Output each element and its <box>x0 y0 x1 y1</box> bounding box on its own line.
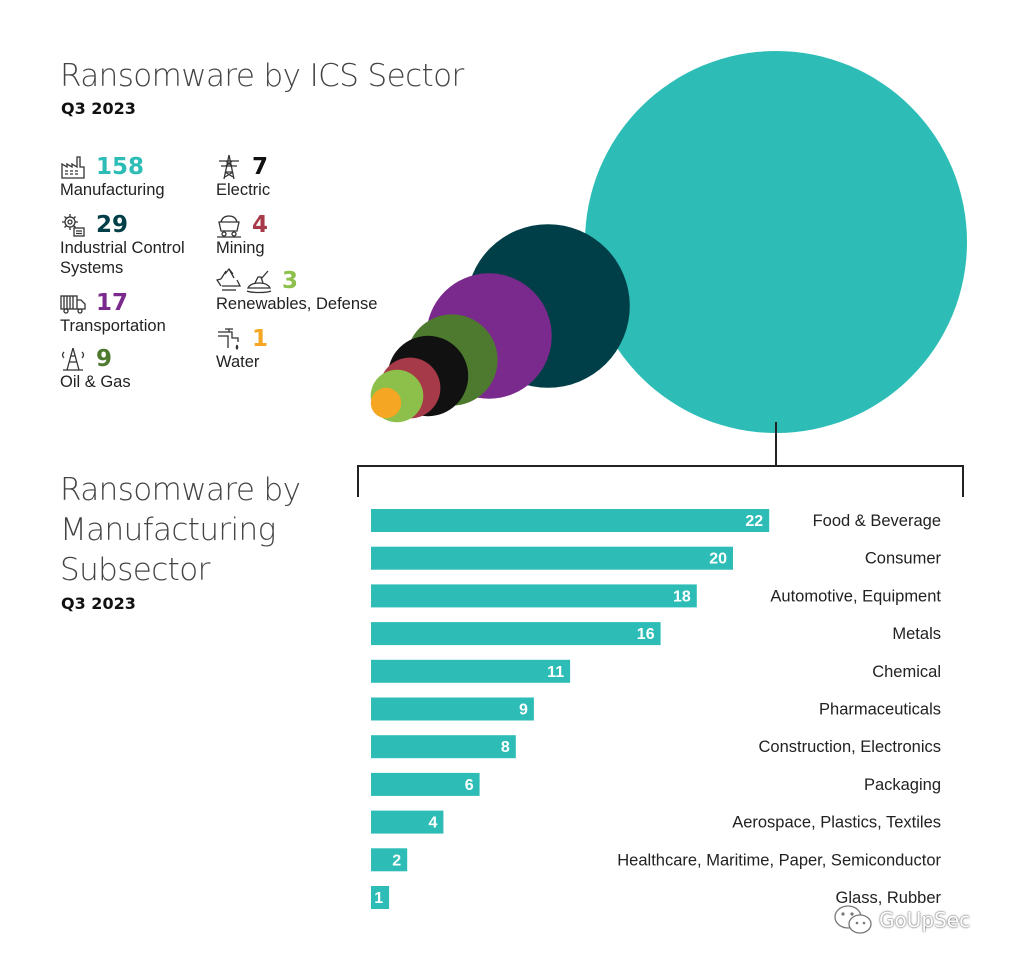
bubble-manufacturing <box>585 51 967 433</box>
bar-packaging <box>371 772 480 796</box>
bar-value-label: 9 <box>519 702 528 719</box>
subsector-chart-title: Ransomware by Manufacturing Subsector <box>60 470 301 590</box>
subsector-title-line: Ransomware by <box>60 472 301 508</box>
sector-label-line2: Systems <box>60 259 124 277</box>
sector-water: 1 Water <box>216 326 366 372</box>
sector-value: 7 <box>252 154 269 180</box>
sector-value: 158 <box>96 154 145 180</box>
bar-value-label: 20 <box>709 551 727 568</box>
sector-label: Water <box>216 353 260 371</box>
sector-electric: 7 Electric <box>216 154 366 200</box>
manufacturing-bracket <box>357 422 964 497</box>
subsector-title-line: Manufacturing <box>60 512 276 548</box>
bar-category-label: Aerospace, Plastics, Textiles <box>732 814 941 832</box>
mine-cart-icon <box>217 215 241 238</box>
power-tower-icon <box>219 154 239 180</box>
chat-bubbles-icon <box>834 905 872 934</box>
sector-value: 17 <box>96 290 129 316</box>
sector-oil-gas: 9 Oil & Gas <box>60 346 210 392</box>
faucet-icon <box>218 328 239 350</box>
bar-value-label: 16 <box>637 626 655 643</box>
bar-category-label: Automotive, Equipment <box>770 587 941 605</box>
bar-category-label: Healthcare, Maritime, Paper, Semiconduct… <box>617 851 941 869</box>
control-gear-icon <box>62 214 85 237</box>
bar-construction-electronics <box>371 735 516 759</box>
sector-transportation: 17 Transportation <box>60 290 210 336</box>
bar-value-label: 2 <box>392 852 401 869</box>
sector-value: 29 <box>96 212 129 238</box>
bar-value-label: 22 <box>745 513 763 530</box>
sector-manufacturing: 158 Manufacturing <box>60 154 210 200</box>
bar-value-label: 8 <box>501 739 510 756</box>
sector-label-line1: Industrial Control <box>60 239 185 257</box>
bar-automotive-equipment <box>371 584 697 608</box>
sector-label: Electric <box>216 181 271 199</box>
bar-metals <box>371 622 661 646</box>
bar-category-label: Chemical <box>872 663 941 681</box>
bar-category-label: Packaging <box>864 776 941 794</box>
bar-value-label: 18 <box>673 588 691 605</box>
tank-icon <box>246 270 272 294</box>
sector-renewables-defense: 3 Renewables, Defense <box>216 268 416 314</box>
watermark-text: GoUpSec <box>879 908 971 932</box>
sector-label: Renewables, Defense <box>216 295 378 313</box>
bar-value-label: 6 <box>465 777 474 794</box>
sector-value: 9 <box>96 346 113 372</box>
truck-icon <box>60 295 86 314</box>
sector-value: 3 <box>282 268 299 294</box>
sector-label: Mining <box>216 239 265 257</box>
bar-glass-rubber <box>371 886 390 909</box>
bar-value-label: 4 <box>428 815 437 832</box>
sector-label: Manufacturing <box>60 181 165 199</box>
bar-category-label: Construction, Electronics <box>759 738 942 756</box>
bar-category-label: Glass, Rubber <box>836 889 942 907</box>
sector-mining: 4 Mining <box>216 212 366 258</box>
bar-pharmaceuticals <box>371 697 534 721</box>
factory-icon <box>61 156 85 179</box>
sector-value: 1 <box>252 326 269 352</box>
subsector-chart-subtitle: Q3 2023 <box>61 594 136 613</box>
sector-bubbles <box>370 51 967 433</box>
recycle-icon <box>216 268 242 291</box>
bar-category-label: Metals <box>892 625 941 643</box>
watermark: GoUpSec <box>833 903 970 937</box>
bar-aerospace-plastics-textiles <box>371 810 444 834</box>
subsector-title-line: Subsector <box>60 552 210 588</box>
sector-chart-title: Ransomware by ICS Sector <box>60 58 464 94</box>
bubble-water <box>370 387 402 419</box>
bar-value-label: 11 <box>547 664 564 681</box>
bar-category-label: Consumer <box>865 550 942 568</box>
bar-value-label: 1 <box>374 890 383 907</box>
sector-industrial-control-systems: 29 Industrial Control Systems <box>60 212 210 278</box>
bar-consumer <box>371 546 733 570</box>
bar-healthcare-maritime-paper-semiconductor <box>371 848 408 872</box>
sector-value: 4 <box>252 212 269 238</box>
bar-food-beverage <box>371 509 770 532</box>
sector-label: Transportation <box>60 317 166 335</box>
bar-category-label: Pharmaceuticals <box>819 701 941 719</box>
sector-label: Oil & Gas <box>60 373 131 391</box>
oil-rig-icon <box>61 347 85 371</box>
sector-chart-subtitle: Q3 2023 <box>61 99 136 118</box>
bar-category-label: Food & Beverage <box>813 512 941 530</box>
bar-chemical <box>371 659 571 683</box>
